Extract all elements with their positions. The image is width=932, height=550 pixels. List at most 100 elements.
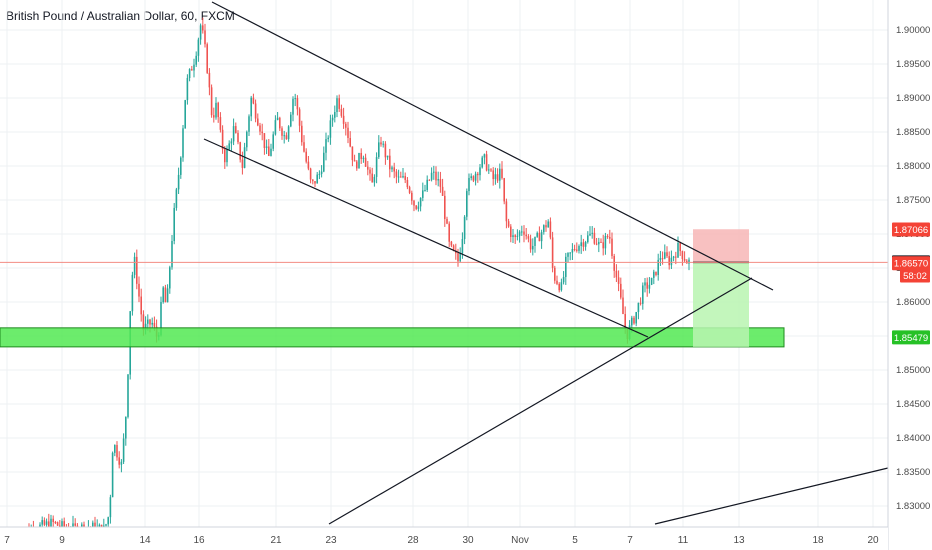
candle-body [180,157,182,175]
candle-body [681,251,684,259]
candle-body [437,179,439,181]
candle-body [479,167,481,176]
candle-body [540,232,543,242]
candle-body [672,256,675,258]
x-tick-label: 5 [572,535,578,546]
candle-body [400,176,402,178]
candle-body [323,152,325,172]
price-label-text: 1.85479 [894,333,928,344]
candle-body [164,287,167,303]
candle-body [558,283,560,291]
candle-body [347,127,349,138]
candle-body [270,148,272,156]
candle-body [54,522,57,524]
candle-body [424,189,426,191]
candle-body [162,287,164,303]
candle-body [593,232,596,244]
price-label-bg [892,256,930,271]
y-tick-label: 1.88500 [896,127,930,138]
y-tick-label: 1.89000 [896,93,930,104]
stop-loss-zone [693,229,749,263]
candle-body [527,236,530,239]
candle-body [644,282,646,286]
candle-body [105,524,107,526]
candle-body [472,176,475,181]
candle-body [144,323,147,331]
x-tick-label: 16 [193,535,205,546]
candle-body [569,252,571,254]
candle-body [538,232,541,242]
candle-body [430,172,433,180]
candle-body [151,322,153,325]
candle-body [378,142,380,158]
candle-body [677,243,679,258]
candle-body [503,178,505,202]
candle-body [342,115,345,124]
candle-body [600,241,602,243]
candle-body [664,252,666,259]
candle-body [485,154,488,171]
candle-body [446,218,448,224]
candle-body [373,176,376,183]
candle-body [408,187,411,193]
candle-body [417,206,420,209]
candle-body [338,98,340,109]
candle-body [369,169,371,174]
candle-body [470,176,472,179]
candle-body [52,518,54,523]
candle-body [523,231,525,235]
candle-body [98,524,101,527]
candle-body [620,283,622,298]
x-tick-label: 20 [867,535,879,546]
candle-body [488,169,490,171]
price-zones[interactable] [0,229,888,348]
candle-body [215,102,217,118]
candle-body [474,173,477,181]
candle-body [556,280,558,284]
candle-body [248,116,250,132]
candle-body [551,237,554,268]
candle-body [309,168,312,180]
candle-body [534,236,536,246]
candle-body [452,245,455,251]
candle-body [560,282,563,291]
candle-body [371,173,373,183]
candle-body [382,143,384,145]
candle-body [235,126,237,133]
candle-body [358,152,360,169]
candle-body [259,125,261,132]
candle-body [435,171,437,181]
candle-body [505,201,508,222]
candle-body [250,97,252,117]
candle-body [191,69,193,71]
candle-body [340,108,343,116]
candle-body [510,226,512,238]
candle-body [316,174,318,184]
candle-body [125,416,127,439]
candle-body [591,232,593,234]
candle-body [609,237,611,239]
candle-body [518,231,521,236]
candle-body [63,521,65,528]
candle-body [285,135,288,140]
candle-body [642,285,644,304]
y-tick-label: 1.88000 [896,161,930,172]
candle-body [109,497,112,518]
candle-body [514,235,516,237]
candle-body [241,159,244,168]
candle-body [532,245,534,250]
time-axis[interactable]: 7 9 14 16 21 23 28 30 Nov 5 7 11 13 18 20 [0,526,888,550]
trendlines[interactable] [203,1,889,525]
x-tick-label: Nov [511,535,529,546]
candle-body [210,87,213,116]
candlesticks [17,17,690,544]
candle-body [521,231,523,233]
candle-body [107,517,109,525]
candle-body [226,149,228,163]
candle-body [375,157,378,177]
candle-body [246,131,248,148]
trendline-2 [328,277,753,525]
candle-body [193,64,195,71]
candle-body [182,128,184,158]
